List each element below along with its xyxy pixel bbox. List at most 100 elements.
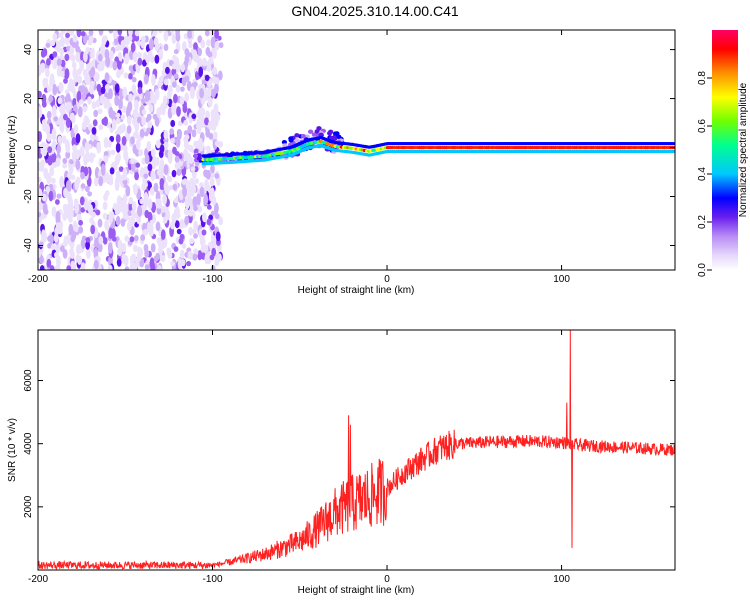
spectrogram-cell [198,66,204,78]
spectrogram-cell [197,114,203,121]
spectrogram-cell [71,61,77,69]
spectrogram-cell [99,94,105,105]
spectrogram-cell [148,38,154,51]
spectrogram-cell [109,211,114,219]
spectrogram-cell [108,227,114,240]
snr-y-ticks: 2000 4000 6000 [23,369,675,518]
spectrogram-cell [81,91,87,99]
spectrogram-cell [77,75,83,85]
spectrogram-cell [59,121,65,134]
spectrogram-cell [158,48,163,60]
spectrogram-cell [48,95,54,103]
spectrogram-cell [97,218,103,228]
snr-panel: -200 -100 0 100 2000 4000 6000 Height of stra… [7,329,676,596]
spectrogram-cell [200,107,206,118]
spectrogram-cell [210,40,216,49]
spectrogram-cell [149,55,155,63]
spectrogram-cell [124,53,129,65]
spectrogram-cell [144,248,150,258]
spectrogram-cell [70,54,76,62]
spectrogram-cell [165,66,170,75]
spectrogram-cell [193,81,198,87]
spectrogram-cell [51,128,57,140]
spectrogram-cell [171,169,177,178]
spectrogram-cell [78,99,84,105]
spectrogram-cell [137,86,143,95]
spectrogram-cell [184,48,190,57]
spectrogram-cell [193,42,198,51]
spectrogram-cell [144,264,150,270]
spectrogram-cell [121,105,127,113]
spectrogram-cell [153,37,159,46]
spectrogram-cell [168,185,174,191]
spectrogram-cell [173,197,179,204]
spectrogram-cell [55,263,61,270]
spectrogram-cell [214,77,220,85]
spectrogram-cell [130,42,136,53]
spectrogram-cell [167,90,172,99]
spectrogram-cell [92,139,98,148]
spectrogram-cell [130,209,136,215]
spectrogram-cell [97,108,103,115]
spectrogram-cell [177,129,182,140]
spectrogram-cell [149,186,155,196]
spectrogram-cell [174,151,180,157]
spectrogram-cell [71,42,77,48]
spectrogram-cell [117,239,123,250]
spectrogram-cell [190,166,196,172]
spectrogram-cell [103,151,109,157]
spectrogram-cell [189,238,195,245]
spectrogram-cell [176,168,182,176]
spectrogram-cell [132,131,138,139]
spectrogram-cell [131,253,137,262]
spectrogram-cell [85,47,91,53]
spectrogram-cell [69,159,74,165]
spectrogram-cell [212,66,218,75]
spectrogram-cell [199,88,205,99]
spectrogram-cell [198,144,204,152]
spectrogram-cell [57,135,63,144]
spectrogram-cell [210,264,216,270]
spectrogram-cell [55,157,61,167]
tick-label: -200 [28,274,48,285]
spectrogram-cell [191,183,197,195]
spectrogram-cell [184,197,190,210]
spectrogram-cell [61,135,67,144]
spectrogram-cell [98,124,104,131]
spectrogram-cell [142,59,147,67]
spectrogram-cell [188,42,193,49]
spectrogram-cell [134,30,140,37]
spectrogram-cell [64,68,70,80]
spectrogram-cell [158,30,163,34]
spectrogram-cell [167,149,173,160]
spectrogram-cell [193,220,199,232]
spectrogram-cell [166,247,172,257]
spectrogram-cell [63,78,68,84]
spectrogram-cell [120,218,126,227]
spectrogram-cell [122,86,128,99]
spectrogram-cell [109,167,115,175]
spectrogram-cell [157,265,162,270]
spectrogram-cell [124,266,130,270]
spectrogram-cell [88,34,94,44]
spectrogram-cell [112,60,118,71]
spectrogram-cell [38,64,42,77]
spectrogram-cell [79,196,85,206]
spectrogram-cell [46,58,51,66]
spectrogram-cell [65,151,71,159]
spectrogram-cell [160,229,166,240]
spectrogram-cell [179,96,185,105]
spectrogram-cell [57,58,62,66]
spectrogram-cell [197,47,203,57]
spectrogram-cell [118,124,124,133]
spectrogram-cell [670,149,675,154]
spectrogram-cell [178,237,184,245]
spectrogram-cell [57,97,63,105]
spectrogram-cell [215,231,221,242]
spectrogram-cell [84,141,90,153]
spectrogram-cell [38,203,42,213]
spectrogram-cell [38,248,42,258]
spectrogram-cell [174,162,180,170]
spectrogram-cell [173,73,179,79]
spectrogram-cell [121,242,127,253]
